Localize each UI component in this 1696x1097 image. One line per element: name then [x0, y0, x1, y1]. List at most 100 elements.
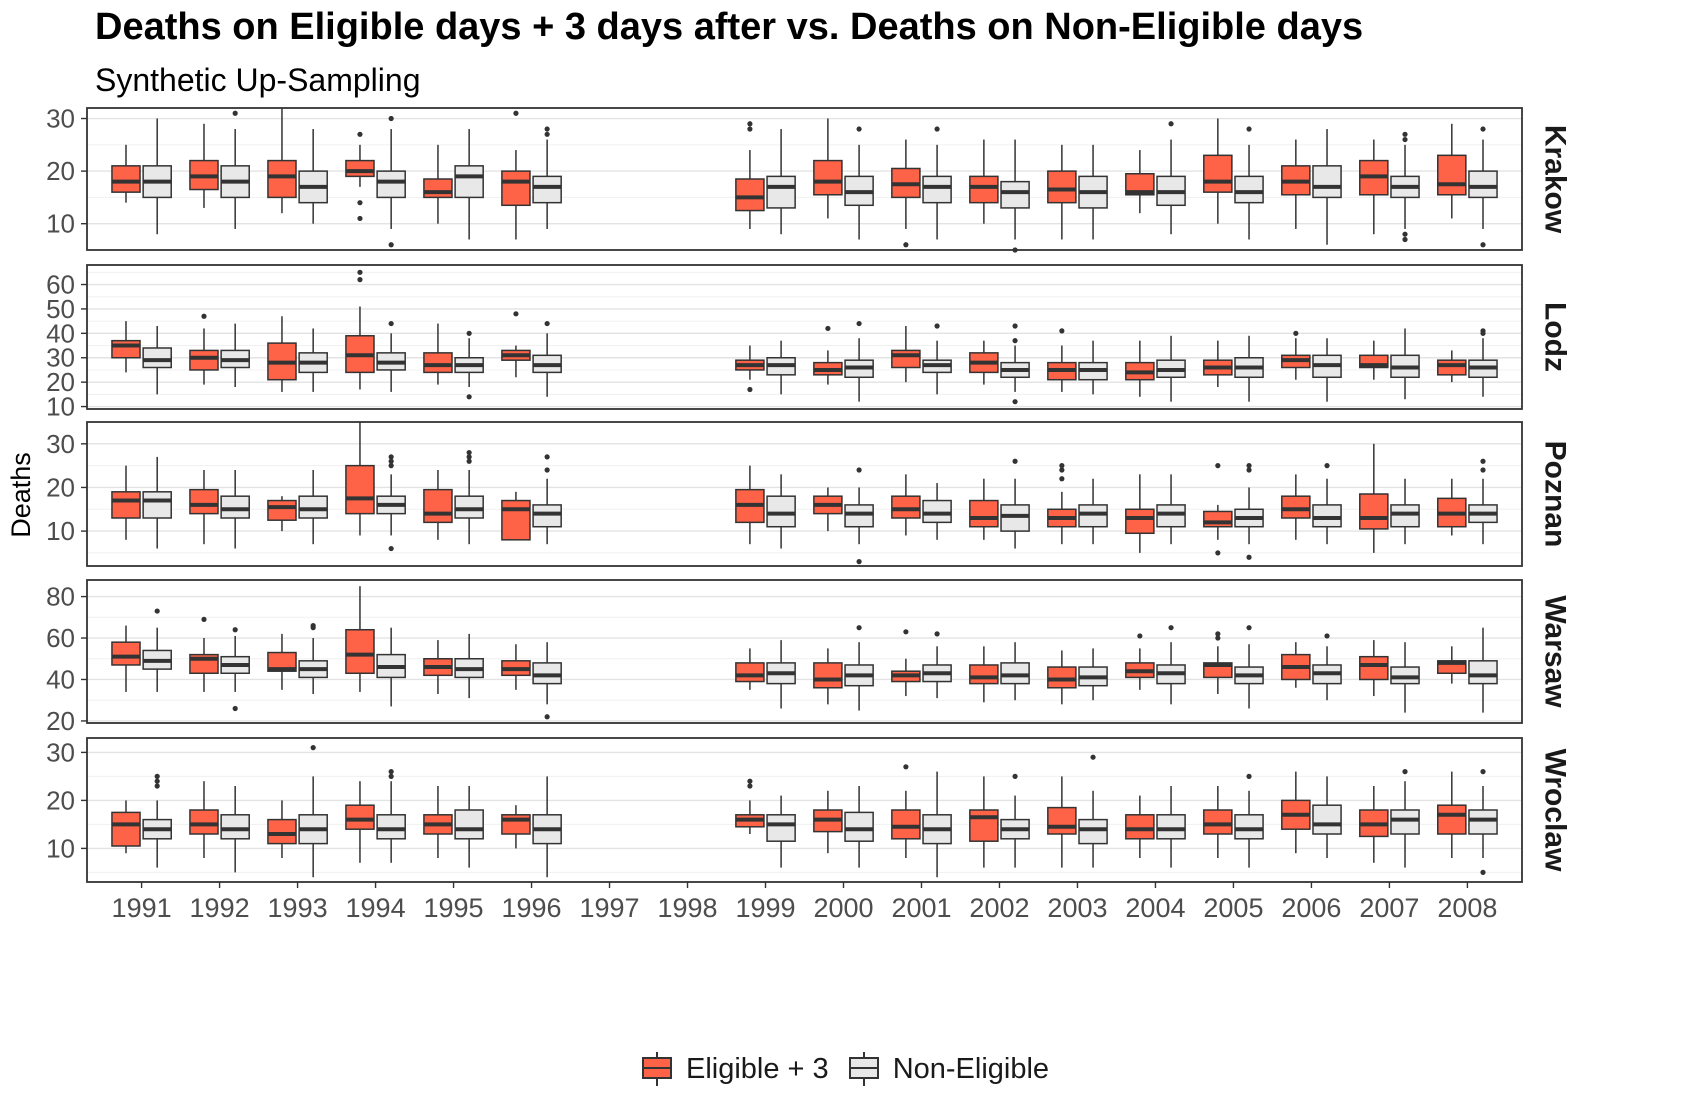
outlier-point [154, 778, 160, 784]
y-tick-label: 30 [46, 737, 75, 767]
outlier-point [1402, 231, 1408, 237]
outlier-point [388, 458, 394, 464]
box-eligible [111, 491, 141, 519]
x-tick-label: 2007 [1359, 893, 1419, 923]
outlier-point [201, 313, 207, 319]
box-non-eligible [1000, 180, 1030, 209]
outlier-point [154, 608, 160, 614]
outlier-point [747, 783, 753, 789]
box-non-eligible [1468, 170, 1498, 199]
outlier-point [388, 545, 394, 552]
box-eligible [969, 809, 999, 842]
panel-border [86, 579, 1523, 724]
box-eligible [891, 495, 921, 519]
box-eligible [111, 811, 141, 847]
box-non-eligible [844, 811, 874, 842]
y-tick-label: 20 [46, 706, 75, 736]
outlier-point [201, 616, 207, 622]
box-non-eligible [766, 175, 796, 209]
outlier-point [466, 454, 472, 460]
outlier-point [934, 323, 940, 329]
x-tick-label: 1991 [112, 893, 172, 923]
outlier-point [388, 242, 394, 248]
box-eligible [1125, 172, 1155, 196]
box-eligible [813, 662, 843, 689]
box-eligible [267, 159, 297, 199]
outlier-point [1480, 869, 1486, 876]
panel-strip-label: Warsaw [1539, 595, 1572, 708]
box-non-eligible [532, 662, 562, 685]
x-tick-label: 2001 [891, 893, 951, 923]
x-tick-label: 2002 [969, 893, 1029, 923]
box-eligible [1203, 809, 1233, 835]
box-non-eligible [1312, 804, 1342, 835]
outlier-point [1480, 458, 1486, 464]
box-non-eligible [454, 809, 484, 840]
box-non-eligible [1390, 666, 1420, 685]
box-eligible [345, 159, 375, 178]
outlier-point [1480, 467, 1486, 473]
panel-strip-label: Poznan [1539, 441, 1572, 548]
outlier-point [747, 121, 753, 127]
outlier-point [1059, 328, 1065, 334]
box-eligible [111, 641, 141, 666]
outlier-point [1215, 463, 1221, 469]
x-tick-label: 1996 [501, 893, 561, 923]
box-non-eligible [766, 495, 796, 528]
outlier-point [934, 126, 940, 132]
outlier-point [1059, 467, 1065, 473]
outlier-point [825, 325, 831, 332]
box-non-eligible [1312, 504, 1342, 528]
box-eligible [1125, 508, 1155, 535]
box-non-eligible [220, 495, 250, 519]
chart-subtitle: Synthetic Up-Sampling [95, 62, 421, 98]
outlier-point [232, 705, 238, 712]
box-eligible [735, 178, 765, 212]
outlier-point [1324, 463, 1330, 469]
box-eligible [1047, 666, 1077, 689]
panel-border [86, 264, 1523, 410]
outlier-point [1402, 769, 1408, 775]
outlier-point [544, 454, 550, 460]
box-non-eligible [1000, 504, 1030, 532]
outlier-point [1090, 754, 1096, 760]
panel-border [86, 737, 1523, 883]
box-eligible [1359, 493, 1389, 530]
box-non-eligible [532, 175, 562, 204]
x-tick-label: 2008 [1437, 893, 1497, 923]
y-tick-label: 10 [46, 833, 75, 863]
outlier-point [1293, 330, 1299, 336]
box-non-eligible [922, 175, 952, 204]
outlier-point [1480, 769, 1486, 775]
box-non-eligible [1312, 165, 1342, 199]
box-non-eligible [1390, 809, 1420, 835]
outlier-point [747, 126, 753, 132]
box-eligible [1359, 655, 1389, 681]
outlier-point [513, 110, 519, 116]
outlier-point [1246, 467, 1252, 473]
outlier-point [310, 745, 316, 751]
box-eligible [969, 175, 999, 204]
box-eligible [1125, 814, 1155, 840]
box-eligible [1203, 154, 1233, 193]
box-eligible [891, 809, 921, 840]
outlier-point [1480, 126, 1486, 132]
outlier-point [1012, 399, 1018, 405]
outlier-point [388, 454, 394, 460]
box-non-eligible [1156, 814, 1186, 840]
outlier-point [388, 769, 394, 775]
box-eligible [189, 488, 219, 515]
box-non-eligible [922, 499, 952, 524]
box-non-eligible [1000, 662, 1030, 685]
box-non-eligible [454, 165, 484, 199]
outlier-point [513, 311, 519, 317]
chart-legend: Eligible + 3 Non-Eligible [640, 1050, 1067, 1088]
outlier-point [388, 115, 394, 122]
box-eligible [1047, 170, 1077, 204]
outlier-point [1246, 463, 1252, 469]
box-eligible [345, 628, 375, 675]
x-tick-label: 2004 [1125, 893, 1185, 923]
y-tick-label: 30 [46, 104, 75, 134]
y-tick-label: 20 [46, 156, 75, 186]
